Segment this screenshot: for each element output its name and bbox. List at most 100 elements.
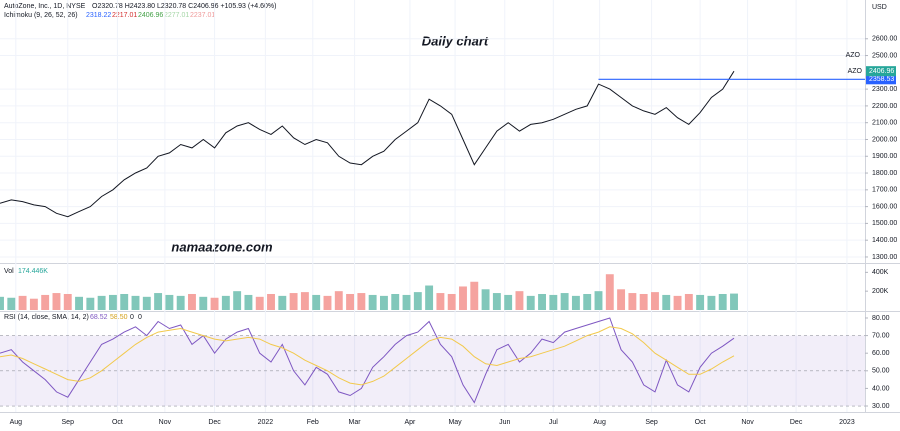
rsi-legend-value: 0	[138, 314, 142, 321]
volume-bar	[18, 295, 27, 310]
y-tick-label: 70.00	[872, 332, 890, 339]
price-line-symbol: AZO	[848, 68, 863, 75]
x-tick-label: Oct	[112, 419, 123, 426]
y-tick-label: 80.00	[872, 315, 890, 322]
volume-bar	[718, 293, 727, 310]
y-tick-label: 40.00	[872, 385, 890, 392]
x-tick-label: Nov	[741, 419, 754, 426]
price-line-label: 2358.53	[869, 76, 894, 83]
volume-bar	[41, 294, 50, 310]
volume-bar	[560, 293, 569, 310]
volume-bar	[368, 294, 377, 310]
ichimoku-value: 2217.01	[112, 12, 137, 19]
volume-bar	[492, 293, 501, 310]
volume-bar	[605, 274, 614, 310]
volume-bar	[86, 297, 95, 310]
series-line	[0, 317, 735, 404]
volume-bar	[651, 292, 659, 310]
volume-bar	[221, 295, 230, 310]
volume-bar	[255, 296, 264, 310]
volume-bar	[447, 293, 456, 310]
volume-bar	[346, 293, 355, 310]
x-tick-label: Aug	[10, 419, 23, 426]
x-tick-label: Sep	[62, 419, 75, 426]
volume-bar	[628, 293, 637, 310]
rsi-legend-value: 58.50	[110, 314, 128, 321]
volume-bar	[504, 294, 513, 310]
series-name: AZO	[846, 52, 861, 59]
x-tick-label: Feb	[307, 419, 319, 426]
x-tick-label: Sep	[645, 419, 658, 426]
volume-bar	[278, 295, 287, 310]
y-tick-label: 30.00	[872, 403, 890, 410]
volume-bar	[7, 297, 16, 310]
y-tick-label: 2100.00	[872, 120, 897, 127]
y-tick-label: 1400.00	[872, 237, 897, 244]
volume-bar	[0, 296, 4, 310]
volume-bar	[244, 294, 253, 310]
volume-bar	[379, 295, 388, 310]
y-tick-label: 1500.00	[872, 220, 897, 227]
y-tick-label: 1700.00	[872, 187, 897, 194]
symbol: AutoZone, Inc., 1D, NYSE	[4, 3, 86, 10]
x-tick-label: 2023	[839, 419, 855, 426]
volume-bar	[391, 293, 400, 310]
volume-bar	[673, 295, 682, 310]
y-tick-label: 1800.00	[872, 170, 897, 177]
volume-bar	[334, 291, 343, 310]
x-tick-label: Dec	[790, 419, 803, 426]
y-tick-label: 1300.00	[872, 254, 897, 261]
x-tick-label: 2022	[258, 419, 274, 426]
volume-bar	[696, 294, 705, 310]
volume-bar	[154, 293, 163, 310]
y-tick-label: 2600.00	[872, 36, 897, 43]
volume-bar	[97, 295, 106, 310]
volume-bar	[63, 293, 72, 310]
x-tick-label: Mar	[349, 419, 362, 426]
volume-bar	[583, 293, 592, 310]
y-tick-label: 1600.00	[872, 203, 897, 210]
x-tick-label: Jul	[549, 419, 558, 426]
volume-bar	[707, 295, 716, 310]
watermark: namaazone.com	[171, 239, 273, 254]
volume-title: Vol	[4, 268, 14, 275]
x-tick-label: Dec	[208, 419, 221, 426]
volume-bar	[549, 294, 558, 310]
series-line	[0, 326, 735, 386]
x-tick-label: Oct	[695, 419, 706, 426]
volume-bar	[470, 281, 479, 310]
volume-bar	[662, 294, 671, 310]
rsi-title: RSI (14, close, SMA, 14, 2)	[4, 314, 89, 321]
last-price-label: 2406.96	[869, 68, 894, 75]
y-tick-label: 2200.00	[872, 103, 897, 110]
volume-bar	[131, 295, 140, 310]
rsi-legend-value: 68.52	[90, 314, 108, 321]
volume-bar	[52, 293, 61, 310]
volume-bar	[639, 293, 648, 310]
volume-bar	[459, 286, 467, 310]
volume-bar	[165, 294, 174, 310]
series-line	[0, 70, 735, 218]
volume-value: 174.446K	[18, 268, 48, 275]
volume-bar	[594, 291, 603, 310]
volume-bar	[413, 292, 422, 310]
volume-bar	[515, 291, 524, 310]
volume-bar	[75, 296, 83, 310]
volume-bar	[357, 293, 366, 310]
last-price-box	[866, 66, 896, 77]
ichimoku-value: 2277.01	[164, 12, 189, 19]
volume-bar	[730, 293, 738, 310]
x-tick-label: Nov	[159, 419, 172, 426]
volume-bar	[120, 293, 129, 310]
y-tick-label: 200K	[872, 288, 889, 295]
volume-bar	[312, 294, 321, 310]
volume-bar	[402, 294, 411, 310]
y-tick-label: 1900.00	[872, 153, 897, 160]
x-tick-label: Apr	[404, 419, 416, 426]
volume-bar	[684, 293, 693, 310]
ichimoku-label: Ichimoku (9, 26, 52, 26)	[4, 12, 78, 19]
volume-bar	[526, 295, 535, 310]
volume-bar	[425, 285, 434, 310]
